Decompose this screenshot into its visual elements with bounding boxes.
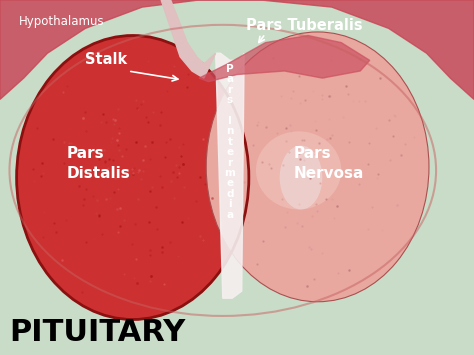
Text: PITUITARY: PITUITARY	[9, 318, 186, 347]
Ellipse shape	[17, 36, 249, 320]
Polygon shape	[161, 0, 216, 78]
Text: Pars
Distalis: Pars Distalis	[66, 146, 130, 180]
Text: P
a
r
s
 
I
n
t
e
r
m
e
d
i
a: P a r s I n t e r m e d i a	[225, 64, 235, 219]
Ellipse shape	[206, 32, 429, 302]
Text: Pars Tuberalis: Pars Tuberalis	[246, 18, 363, 33]
Ellipse shape	[256, 131, 341, 209]
Ellipse shape	[280, 146, 322, 209]
Text: Pars
Nervosa: Pars Nervosa	[294, 146, 364, 180]
Text: Stalk: Stalk	[85, 52, 128, 67]
Polygon shape	[216, 53, 244, 298]
Text: Hypothalamus: Hypothalamus	[19, 15, 105, 28]
Polygon shape	[199, 36, 370, 82]
Polygon shape	[0, 0, 474, 99]
